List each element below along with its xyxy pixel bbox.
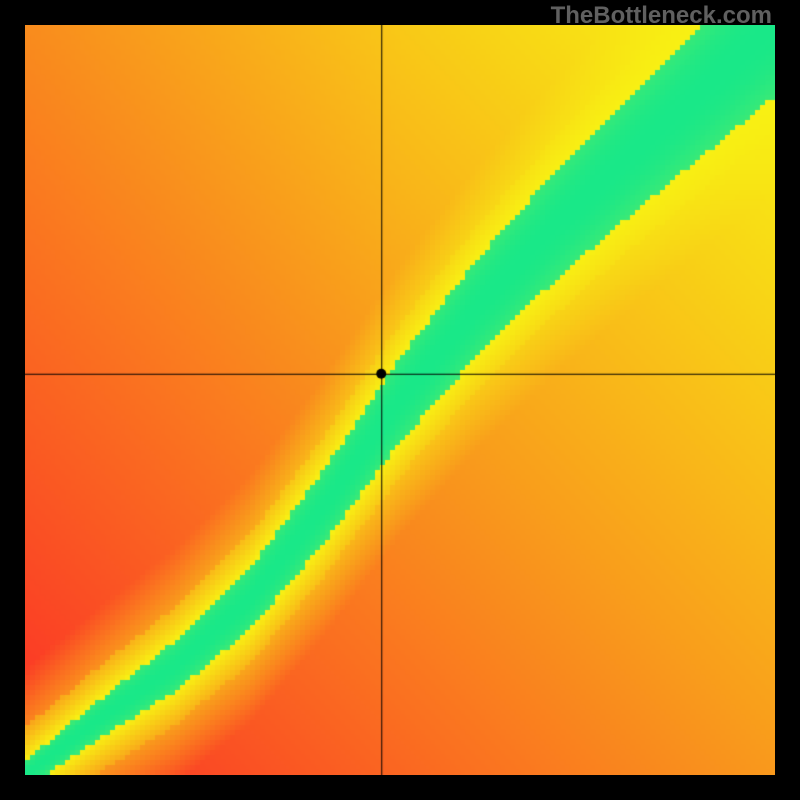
bottleneck-heatmap bbox=[25, 25, 775, 775]
watermark-text: TheBottleneck.com bbox=[551, 2, 772, 30]
